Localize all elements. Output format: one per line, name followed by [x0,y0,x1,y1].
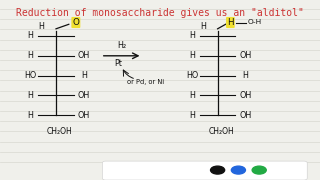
Text: H: H [189,111,195,120]
Text: H₂: H₂ [117,41,126,50]
Text: H: H [81,71,87,80]
Text: H: H [28,91,33,100]
Text: CH₂OH: CH₂OH [209,127,234,136]
Text: HO: HO [186,71,198,80]
Text: or Pd, or Ni: or Pd, or Ni [127,79,164,85]
Circle shape [252,166,266,174]
Text: O: O [72,18,79,27]
Text: H: H [28,31,33,40]
Text: OH: OH [78,91,90,100]
Text: H: H [189,91,195,100]
Text: H: H [243,71,248,80]
Text: H: H [28,51,33,60]
Circle shape [231,166,245,174]
Text: CH₂OH: CH₂OH [47,127,73,136]
Text: H: H [28,111,33,120]
Text: H: H [189,31,195,40]
Text: OH: OH [78,111,90,120]
FancyBboxPatch shape [102,161,307,180]
Text: OH: OH [239,51,252,60]
Text: H: H [200,22,206,31]
Text: HO: HO [24,71,36,80]
Text: Pt: Pt [115,59,122,68]
Text: H: H [189,51,195,60]
Text: Reduction of monosaccharide gives us an "alditol": Reduction of monosaccharide gives us an … [16,8,304,18]
Text: OH: OH [239,111,252,120]
Text: H: H [39,22,44,31]
Text: O-H: O-H [247,19,261,26]
Circle shape [211,166,225,174]
Text: OH: OH [78,51,90,60]
Text: OH: OH [239,91,252,100]
Text: H: H [227,18,234,27]
